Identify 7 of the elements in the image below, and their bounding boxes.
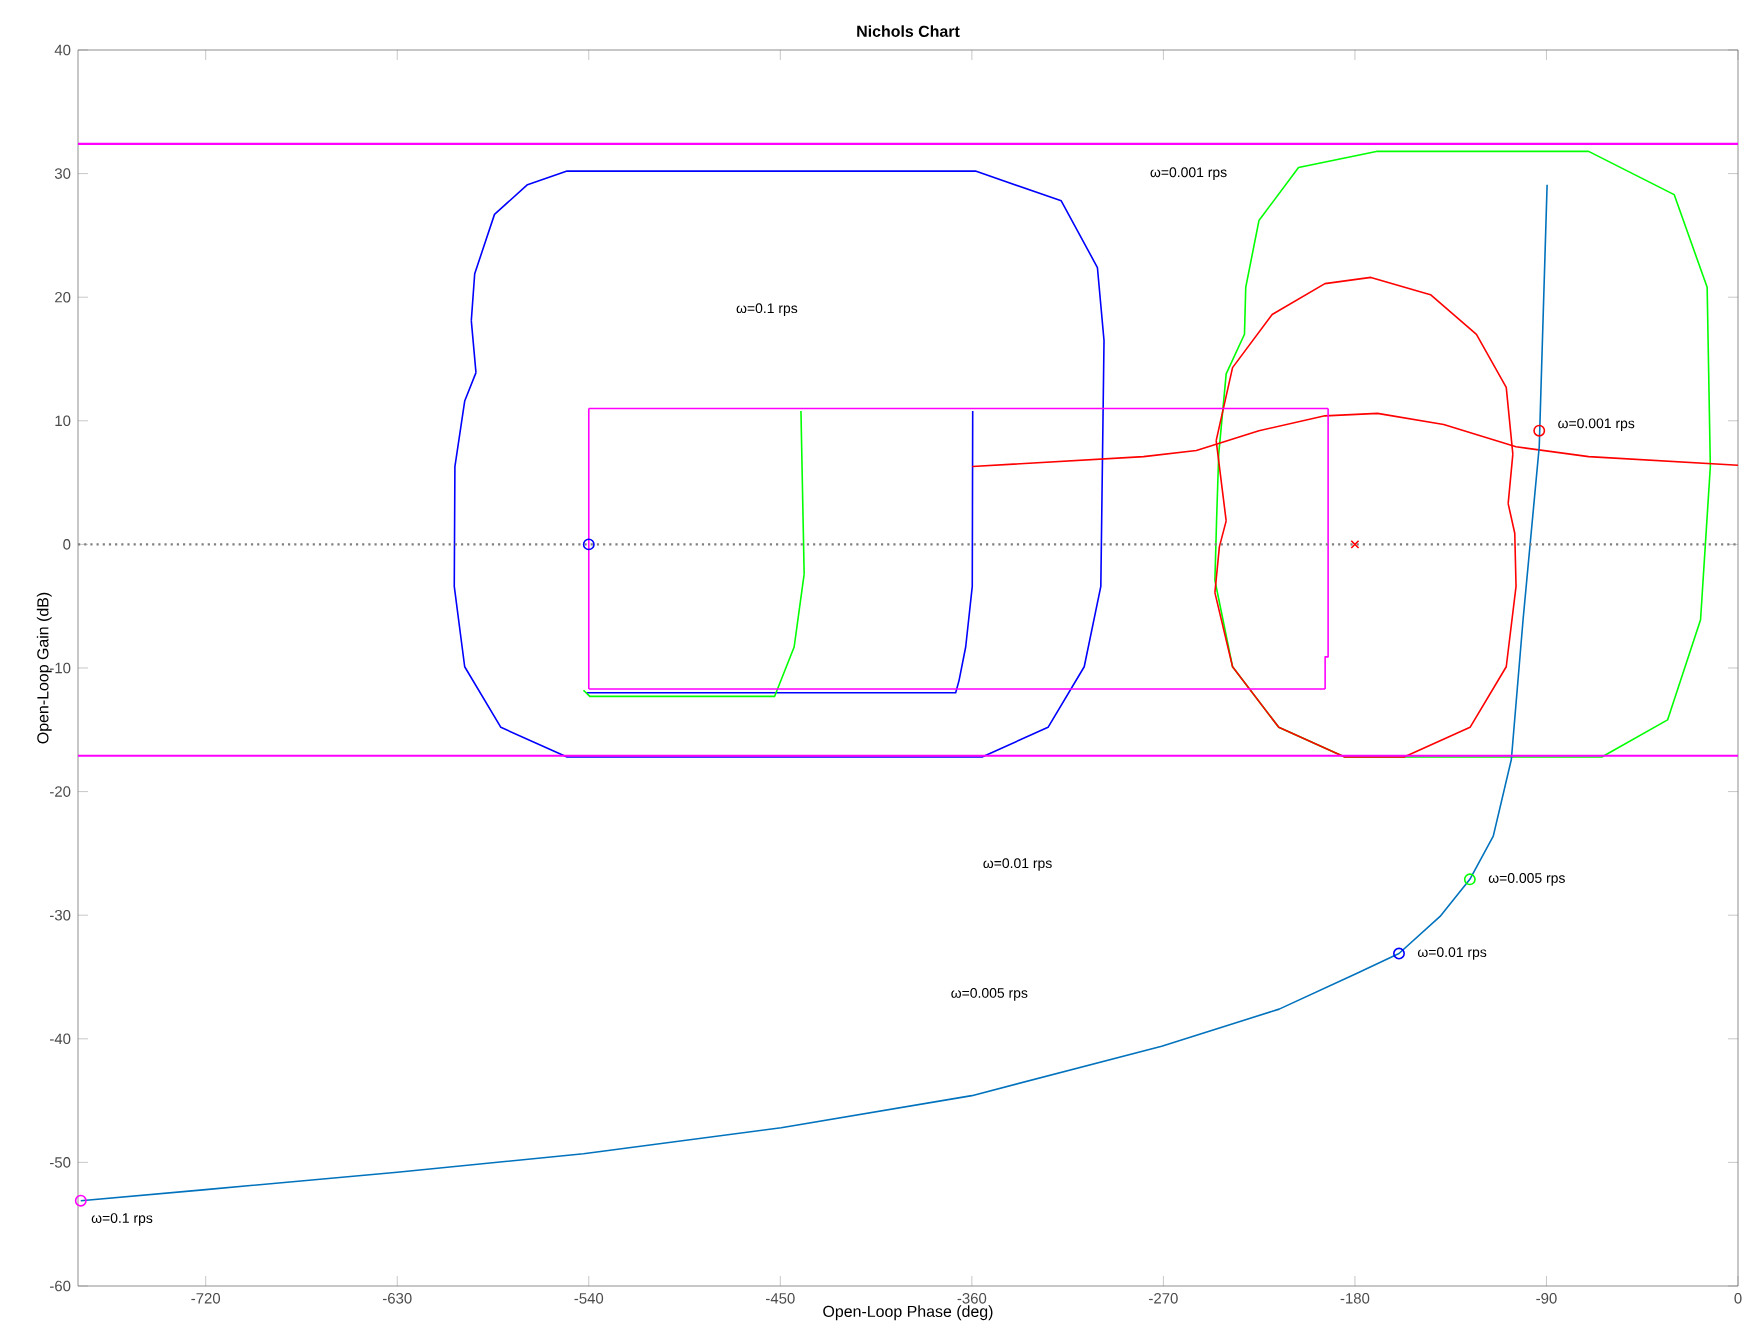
- point: [74, 1194, 87, 1207]
- point: [1350, 539, 1360, 549]
- point: [1463, 873, 1476, 886]
- point: [1393, 947, 1405, 960]
- line-series: [79, 183, 1548, 1202]
- line-series: [585, 410, 974, 694]
- point: [582, 538, 595, 551]
